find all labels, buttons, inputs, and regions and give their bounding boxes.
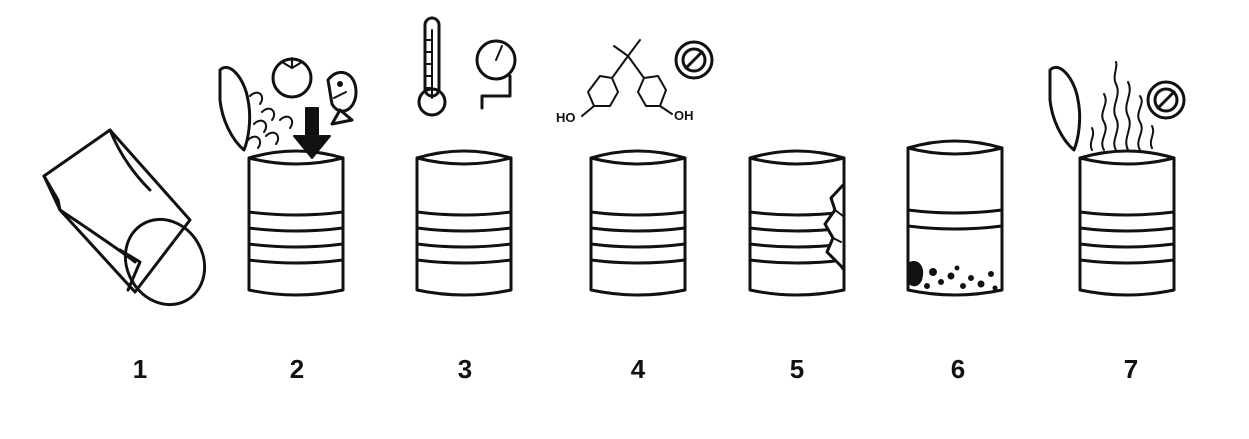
pressure-gauge-icon	[475, 39, 517, 110]
bpa-molecule-icon: HO OH	[556, 39, 694, 125]
step-number-1: 1	[133, 354, 147, 384]
tomato-icon	[271, 57, 313, 99]
damaged-can-icon	[748, 149, 846, 297]
lid-icon	[218, 66, 252, 152]
open-can-icon	[247, 149, 345, 297]
sealed-can-icon	[415, 149, 513, 297]
step-3-illustration	[415, 16, 517, 297]
fish-icon	[326, 70, 358, 126]
open-can-icon	[1078, 149, 1176, 297]
prohibited-icon	[674, 40, 714, 80]
hydroxyl-label-left: HO	[556, 110, 576, 125]
thermometer-icon	[417, 16, 447, 117]
sealed-can-icon	[589, 149, 687, 297]
step-5-illustration	[748, 149, 846, 297]
step-number-3: 3	[458, 354, 472, 384]
rusty-can-icon	[906, 139, 1004, 297]
step-4-illustration: HO OH	[556, 39, 714, 297]
step-1-illustration	[42, 128, 207, 307]
down-arrow-icon	[293, 107, 331, 159]
step-number-7: 7	[1124, 354, 1138, 384]
step-7-illustration	[1048, 61, 1186, 297]
odor-fumes-icon	[1089, 61, 1155, 151]
step-2-illustration	[218, 57, 358, 297]
lid-icon	[1048, 66, 1082, 152]
prohibited-icon	[1146, 80, 1186, 120]
pasta-icon	[247, 91, 294, 149]
step-number-5: 5	[790, 354, 804, 384]
step-number-6: 6	[951, 354, 965, 384]
hydroxyl-label-right: OH	[674, 108, 694, 123]
step-6-illustration	[906, 139, 1004, 297]
step-number-4: 4	[631, 354, 646, 384]
rolled-sheet-icon	[42, 128, 207, 307]
step-number-2: 2	[290, 354, 304, 384]
